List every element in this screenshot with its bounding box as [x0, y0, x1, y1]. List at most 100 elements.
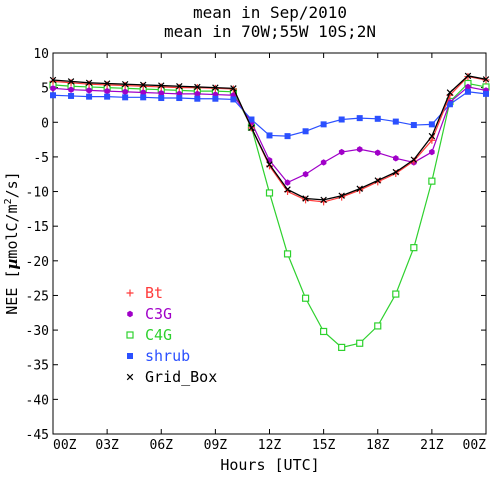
data-point-grid-box [410, 156, 418, 163]
data-point-c3g [429, 148, 435, 156]
y-tick-label: -25 [26, 289, 49, 304]
data-point-grid-box [428, 132, 436, 140]
series-shrub [50, 88, 489, 140]
data-point-c3g [86, 87, 92, 94]
series-c4g [49, 79, 490, 352]
data-point-shrub [194, 95, 201, 102]
data-point-c3g [356, 146, 363, 153]
legend-label-bt: Bt [145, 284, 163, 302]
y-tick-label: -20 [26, 255, 49, 270]
y-tick-label: -30 [26, 324, 49, 339]
legend-label-grid-box: Grid_Box [145, 368, 217, 386]
data-point-shrub [68, 92, 75, 99]
data-point-shrub [212, 95, 219, 102]
data-point-grid-box [266, 161, 273, 168]
legend-marker-grid-box [126, 373, 134, 381]
data-point-grid-box [374, 177, 381, 184]
x-tick-label: 06Z [150, 438, 174, 453]
data-point-c3g [374, 149, 381, 156]
data-point-grid-box [49, 76, 57, 84]
legend-label-shrub: shrub [145, 347, 190, 365]
data-point-shrub [410, 122, 417, 129]
data-point-c4g [283, 250, 292, 258]
data-point-c3g [122, 88, 128, 95]
chart-title: mean in Sep/2010 [193, 3, 347, 22]
data-point-c3g [284, 179, 291, 186]
series-line-c4g [52, 82, 487, 349]
x-tick-label: 18Z [366, 438, 390, 453]
data-point-shrub [392, 118, 399, 125]
legend-label-c3g: C3G [145, 305, 172, 323]
y-tick-label: 5 [41, 82, 49, 97]
y-tick-label: -5 [33, 151, 49, 166]
data-point-shrub [338, 116, 345, 123]
data-point-grid-box [320, 196, 327, 204]
data-point-shrub [122, 94, 129, 101]
data-point-shrub [320, 121, 327, 128]
data-point-c3g [50, 85, 56, 92]
x-axis: 00Z 03Z 06Z 09Z 12Z 15Z 18Z 21Z 00Z [52, 53, 487, 453]
data-point-grid-box [212, 84, 219, 91]
data-point-shrub [158, 95, 165, 102]
data-point-c4g [356, 339, 364, 347]
x-tick-label: 09Z [204, 438, 228, 453]
y-tick-label: -35 [26, 359, 49, 374]
x-tick-label: 15Z [312, 438, 336, 453]
data-point-c3g [393, 155, 399, 162]
data-point-grid-box [230, 85, 237, 92]
data-point-c3g [158, 89, 165, 97]
data-point-bt [103, 81, 111, 89]
data-point-grid-box [356, 185, 363, 192]
plot-frame [52, 52, 487, 435]
data-point-c3g [194, 90, 201, 98]
data-point-c4g [374, 322, 382, 330]
data-point-shrub [446, 101, 453, 108]
data-point-grid-box [302, 195, 309, 202]
data-point-c4g [428, 177, 436, 185]
data-point-bt [67, 79, 75, 87]
data-point-grid-box [139, 81, 147, 89]
data-point-c4g [338, 343, 346, 352]
data-point-bt [302, 196, 310, 204]
data-point-grid-box [482, 76, 490, 83]
data-point-grid-box [158, 82, 165, 89]
data-point-c4g [392, 290, 400, 298]
data-point-shrub [356, 115, 363, 122]
chart-subtitle: mean in 70W;55W 10S;2N [164, 22, 376, 41]
x-tick-label: 21Z [420, 438, 444, 453]
data-point-c4g [301, 294, 310, 302]
x-tick-label: 12Z [258, 438, 282, 453]
data-point-c4g [265, 189, 274, 197]
data-point-shrub [428, 121, 435, 128]
data-point-grid-box [248, 124, 255, 132]
data-point-c3g [68, 86, 74, 93]
y-axis: 10 5 0 -5 -10 -15 -20 -25 -30 -35 -40 -45 [26, 47, 486, 443]
y-tick-label: -10 [26, 186, 49, 201]
y-tick-label: -15 [26, 220, 49, 235]
legend-marker-shrub [127, 353, 133, 359]
x-tick-label: 00Z [463, 438, 487, 453]
data-point-c3g [465, 83, 471, 91]
data-point-c4g [320, 327, 328, 336]
data-point-grid-box [464, 72, 472, 80]
data-point-shrub [284, 133, 291, 140]
data-point-c3g [320, 159, 327, 166]
series-bt [49, 73, 490, 206]
y-tick-label: 10 [33, 47, 49, 62]
series-grid-box [49, 72, 490, 204]
data-point-shrub [104, 93, 111, 100]
data-point-bt [49, 77, 57, 85]
data-point-grid-box [194, 83, 201, 91]
y-tick-label: -40 [26, 393, 49, 408]
data-point-c3g [104, 87, 110, 95]
data-point-grid-box [103, 80, 111, 87]
data-point-shrub [374, 115, 381, 122]
x-tick-label: 03Z [95, 438, 119, 453]
series-line-bt [52, 75, 487, 203]
data-point-shrub [230, 96, 237, 103]
data-point-grid-box [176, 83, 183, 90]
data-point-bt [338, 193, 346, 201]
legend: Bt C3G C4G shrub Grid_Box [126, 284, 217, 386]
data-point-bt [428, 136, 436, 144]
